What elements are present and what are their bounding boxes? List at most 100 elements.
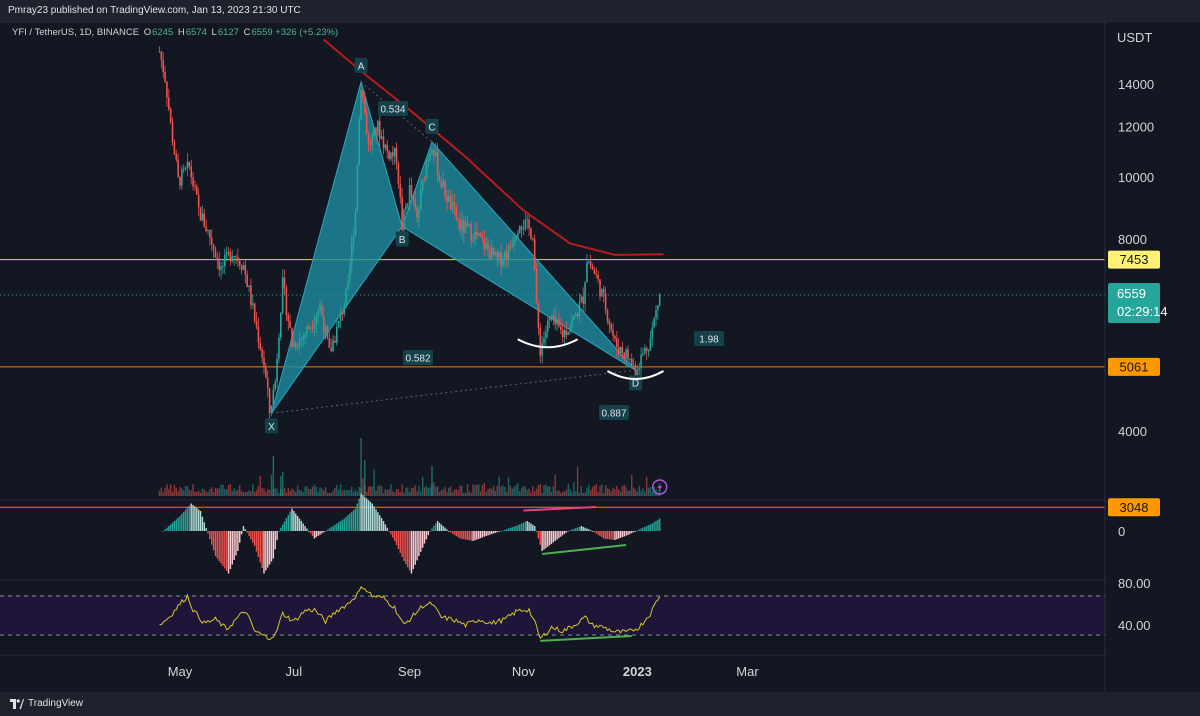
volume-bar (289, 490, 291, 496)
volume-bar (532, 486, 534, 496)
candle-body (265, 366, 267, 378)
volume-bar (410, 487, 413, 496)
volume-bar (435, 486, 437, 496)
candle-body (496, 251, 499, 259)
volume-bar (285, 492, 288, 496)
macd-histogram-bar (435, 523, 437, 531)
macd-histogram-bar (580, 526, 583, 531)
macd-histogram-bar (634, 531, 637, 532)
candle-body (220, 266, 222, 270)
volume-bar (272, 456, 275, 496)
volume-bar (489, 487, 491, 496)
volume-bar (625, 487, 627, 496)
macd-histogram-bar (304, 526, 306, 531)
macd-histogram-bar (582, 526, 584, 531)
candle-body (369, 144, 372, 146)
volume-bar (261, 487, 263, 496)
rsi-tick-label: 40.00 (1118, 618, 1151, 633)
level-box-3048: 3048 (1120, 500, 1149, 515)
candle-body (194, 186, 196, 188)
candle-body (434, 151, 437, 156)
candle-body (481, 236, 484, 239)
candle-body (386, 144, 389, 151)
close-label: C (243, 27, 251, 38)
macd-histogram-bar (573, 528, 575, 531)
volume-bar (451, 492, 454, 496)
candle-body (280, 312, 282, 338)
candle-body (311, 327, 314, 329)
volume-bar (315, 486, 317, 496)
macd-histogram-bar (517, 525, 519, 531)
candle-body (569, 326, 571, 332)
macd-histogram-bar (242, 526, 245, 531)
volume-bar (393, 492, 396, 496)
candle-body (278, 337, 280, 359)
volume-bar (227, 485, 230, 496)
harmonic-ratio-label: 0.582 (405, 354, 430, 365)
volume-bar (578, 492, 581, 496)
volume-bar (403, 492, 405, 496)
macd-histogram-bar (186, 507, 189, 531)
candle-body (375, 127, 377, 136)
macd-histogram-bar (479, 531, 482, 539)
candle-body (388, 150, 390, 160)
volume-bar (423, 487, 426, 496)
macd-histogram-bar (293, 511, 295, 531)
volume-bar (616, 485, 618, 496)
candle-body (272, 389, 275, 406)
volume-bar (634, 489, 637, 496)
macd-histogram-bar (442, 526, 444, 531)
macd-histogram-bar (194, 506, 196, 531)
macd-histogram-bar (235, 531, 237, 556)
candle-body (425, 162, 428, 180)
macd-histogram-bar (371, 503, 373, 531)
candle-body (636, 369, 639, 377)
volume-bar (610, 491, 612, 496)
macd-histogram-bar (548, 531, 551, 546)
macd-histogram-bar (190, 503, 192, 531)
macd-histogram-bar (268, 531, 271, 565)
macd-histogram-bar (231, 531, 233, 565)
volume-bar (524, 487, 527, 496)
macd-histogram-bar (332, 526, 334, 531)
volume-bar (287, 487, 289, 496)
macd-histogram-bar (267, 531, 269, 568)
volume-bar (547, 486, 549, 496)
candle-body (649, 338, 652, 351)
harmonic-point-a: A (358, 62, 365, 73)
volume-bar (608, 489, 611, 496)
x-tick-label: Jul (286, 664, 303, 679)
macd-histogram-bar (270, 531, 273, 562)
harmonic-point-c-bg (425, 118, 439, 134)
macd-histogram-bar (444, 527, 446, 531)
volume-bar (507, 477, 510, 496)
candle-body (321, 304, 323, 316)
candle-body (169, 109, 172, 123)
volume-bar (211, 487, 213, 496)
macd-histogram-bar (360, 493, 362, 531)
candle-body (442, 180, 445, 188)
macd-histogram-bar (164, 529, 166, 531)
volume-bar (558, 490, 560, 496)
macd-histogram-bar (560, 531, 562, 537)
macd-histogram-bar (255, 531, 258, 552)
volume-bar (212, 492, 215, 496)
candle-body (377, 120, 379, 136)
candle-body (158, 51, 161, 53)
candle-body (464, 222, 467, 233)
macd-histogram-bar (352, 510, 355, 531)
macd-histogram-bar (319, 531, 321, 535)
macd-histogram-bar (619, 531, 622, 538)
candle-body (371, 135, 374, 146)
candle-body (608, 320, 611, 325)
macd-histogram-bar (386, 527, 388, 531)
tradingview-logo-icon (10, 699, 24, 709)
level-box-5061-bg (1108, 357, 1160, 376)
volume-bar (242, 492, 245, 496)
candle-body (296, 347, 299, 349)
macd-histogram-bar (632, 531, 635, 533)
volume-bar (237, 489, 239, 496)
candle-body (190, 166, 193, 178)
open-label: O (143, 27, 152, 38)
